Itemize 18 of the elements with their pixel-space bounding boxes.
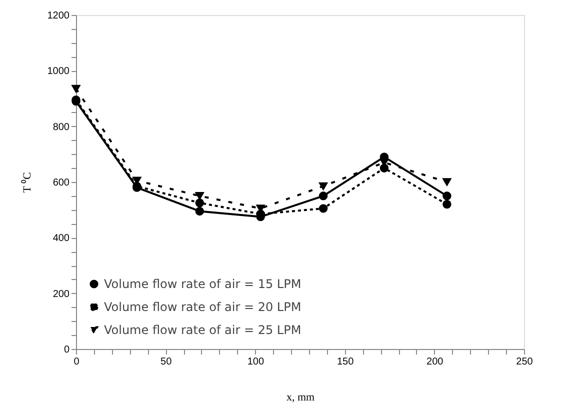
y-tick-label: 0 (64, 344, 70, 356)
y-tick-label: 1200 (47, 10, 70, 22)
legend-label: Volume flow rate of air = 20 LPM (104, 300, 302, 314)
x-tick-label: 50 (160, 356, 172, 368)
y-tick-label: 400 (52, 233, 70, 244)
x-tick-label: 250 (516, 356, 534, 368)
y-tick-label: 200 (52, 288, 70, 300)
y-tick-label: 1000 (47, 66, 70, 78)
y-axis-title: T ⁰C (20, 172, 34, 193)
x-tick-label: 0 (74, 356, 80, 368)
legend-label: Volume flow rate of air = 25 LPM (104, 323, 302, 337)
legend-label: Volume flow rate of air = 15 LPM (104, 277, 302, 291)
x-tick-label: 200 (426, 356, 444, 368)
y-tick-label: 800 (52, 122, 70, 133)
x-tick-label: 150 (336, 356, 354, 368)
x-tick-label: 100 (247, 356, 264, 368)
x-axis-title: x, mm (286, 392, 315, 404)
y-tick-label: 600 (52, 178, 70, 188)
